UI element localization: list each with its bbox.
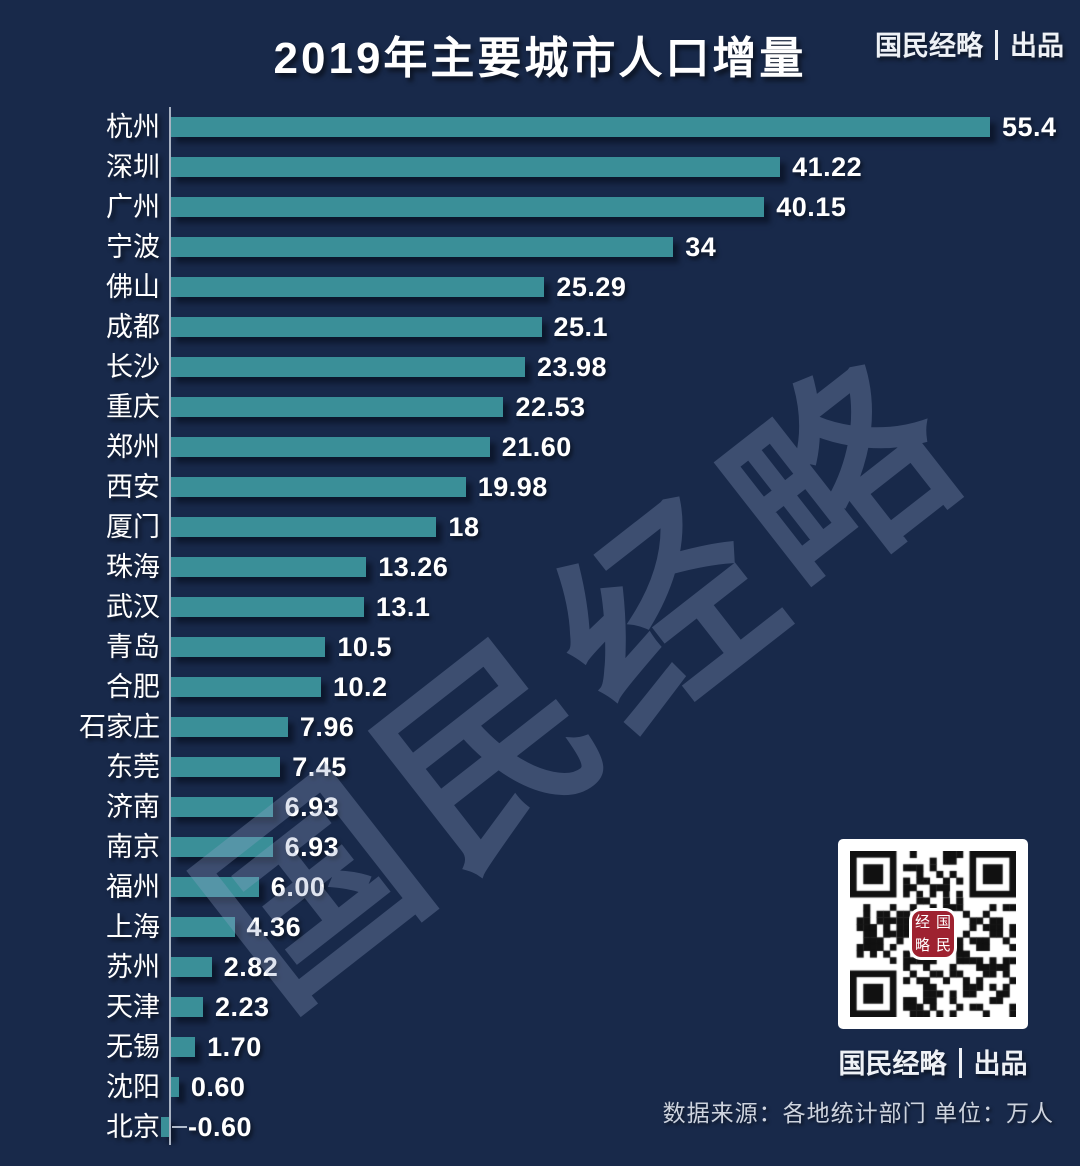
value-label: 18: [448, 512, 480, 542]
bar: [170, 1037, 196, 1057]
bar: [170, 597, 364, 617]
value-label: 23.98: [536, 352, 608, 382]
brand-separator-line: [995, 30, 998, 60]
bar: [170, 637, 326, 657]
bar: [170, 197, 765, 217]
value-label: -0.60: [188, 1112, 253, 1142]
bar: [170, 437, 490, 457]
value-label: 13.26: [378, 552, 449, 582]
city-label: 福州: [106, 872, 160, 902]
qr-center-logo: 经 国 略 民: [912, 911, 954, 957]
city-label: 杭州: [106, 112, 160, 142]
city-label: 天津: [106, 992, 160, 1022]
bar: [170, 317, 542, 337]
brand-suffix: 出品: [1010, 31, 1064, 62]
value-label: 21.60: [501, 432, 572, 462]
brand-name: 国民经略: [838, 1049, 947, 1080]
bar: [170, 1077, 179, 1097]
city-label: 宁波: [106, 232, 160, 262]
city-label: 佛山: [106, 272, 160, 302]
brand-header: 国民经略 出品: [875, 24, 1064, 63]
city-label: 厦门: [106, 512, 160, 542]
city-label: 上海: [106, 912, 160, 942]
bar: [170, 477, 466, 497]
bar: [170, 237, 674, 257]
bar: [170, 837, 273, 857]
value-label: 6.93: [284, 792, 340, 822]
city-label: 沈阳: [106, 1072, 160, 1102]
value-label: 7.96: [299, 712, 355, 742]
city-label: 深圳: [106, 152, 160, 182]
qr-logo-char: 民: [935, 936, 951, 954]
value-label: 6.93: [284, 832, 340, 862]
negative-value-leader-line: [172, 1126, 187, 1128]
bar: [161, 1117, 170, 1137]
qr-logo-char: 国: [935, 913, 951, 931]
value-label: 4.36: [246, 912, 302, 942]
value-label: 19.98: [477, 472, 548, 502]
city-label: 无锡: [106, 1032, 160, 1062]
bar: [170, 797, 273, 817]
city-label: 重庆: [106, 392, 160, 422]
city-label: 西安: [106, 472, 160, 502]
bar: [170, 397, 504, 417]
bar: [170, 157, 781, 177]
brand-separator-line: [958, 1048, 962, 1078]
city-label: 石家庄: [79, 712, 160, 742]
city-label: 苏州: [106, 952, 160, 982]
value-label: 41.22: [792, 152, 863, 182]
bar: [170, 757, 281, 777]
value-label: 7.45: [292, 752, 347, 782]
source-note: 数据来源：各地统计部门 单位：万人: [662, 1100, 1054, 1126]
city-label: 合肥: [106, 672, 160, 702]
city-label: 济南: [106, 792, 160, 822]
value-label: 22.53: [515, 392, 586, 422]
brand-name: 国民经略: [875, 31, 983, 62]
value-label: 10.5: [337, 632, 392, 662]
qr-logo-char: 略: [914, 936, 930, 954]
bar: [170, 277, 545, 297]
city-label: 东莞: [106, 752, 160, 782]
value-label: 13.1: [375, 592, 431, 622]
bar: [170, 877, 259, 897]
city-label: 长沙: [106, 352, 160, 382]
value-label: 6.00: [270, 872, 326, 902]
bar: [170, 717, 288, 737]
brand-suffix: 出品: [973, 1049, 1028, 1080]
value-label: 34: [685, 232, 717, 262]
city-label: 北京: [106, 1112, 160, 1142]
value-label: 10.2: [332, 672, 388, 702]
bar: [170, 997, 203, 1017]
bar: [170, 677, 321, 697]
value-label: 2.23: [215, 992, 270, 1022]
city-label: 武汉: [106, 592, 160, 622]
bar: [170, 957, 212, 977]
value-label: 1.70: [207, 1032, 262, 1062]
bar: [170, 557, 367, 577]
value-label: 55.4: [1002, 112, 1057, 142]
bar: [170, 117, 990, 137]
value-label: 25.29: [556, 272, 627, 302]
city-label: 南京: [106, 832, 160, 862]
bar: [170, 517, 437, 537]
qr-code: 经 国 略 民: [838, 839, 1028, 1029]
city-label: 珠海: [106, 552, 160, 582]
city-label: 青岛: [106, 632, 160, 662]
city-label: 成都: [106, 312, 160, 342]
qr-logo-char: 经: [914, 913, 930, 931]
chart-title: 2019年主要城市人口增量: [273, 34, 807, 83]
value-label: 2.82: [223, 952, 279, 982]
value-label: 25.1: [553, 312, 609, 342]
bar: [170, 917, 235, 937]
city-label: 广州: [106, 192, 160, 222]
city-label: 郑州: [106, 432, 160, 462]
brand-footer: 国民经略 出品: [788, 1042, 1078, 1081]
bar-plot-area: 55.4 41.22 40.15 34 25.29 25.1 23.98 22.53 21.60…: [161, 0, 1080, 1166]
y-axis-line: [169, 107, 171, 1145]
value-label: 0.60: [190, 1072, 246, 1102]
value-label: 40.15: [776, 192, 847, 222]
bar: [170, 357, 525, 377]
